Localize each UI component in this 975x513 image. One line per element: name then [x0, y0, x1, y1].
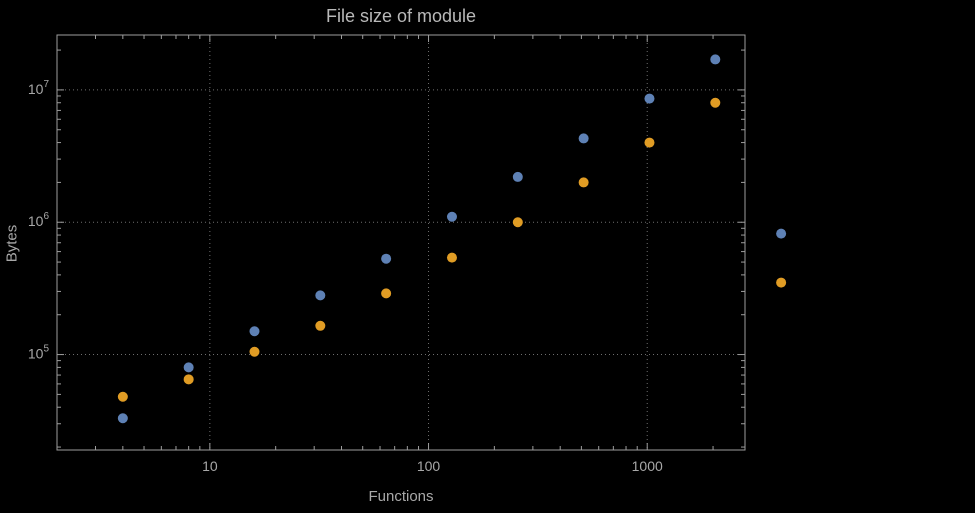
- data-point: [183, 362, 194, 373]
- chart-title: File size of module: [325, 6, 477, 26]
- data-point: [512, 217, 523, 228]
- data-point: [578, 177, 589, 188]
- data-point: [776, 277, 787, 288]
- data-point: [381, 288, 392, 299]
- y-axis-label: Bytes: [3, 224, 21, 263]
- data-point: [249, 346, 260, 357]
- y-tick-label: 107: [28, 79, 50, 97]
- data-point: [776, 228, 787, 239]
- data-point: [315, 320, 326, 331]
- x-axis-label: Functions: [368, 488, 434, 505]
- data-point: [710, 97, 721, 108]
- data-point: [644, 93, 655, 104]
- data-point: [446, 211, 457, 222]
- x-tick-label: 100: [417, 458, 441, 474]
- x-tick-label: 1000: [632, 458, 663, 474]
- plot-frame: [56, 34, 746, 451]
- data-point: [381, 253, 392, 264]
- data-point: [117, 413, 128, 424]
- data-point: [644, 137, 655, 148]
- x-tick-label: 10: [202, 458, 218, 474]
- data-point: [315, 290, 326, 301]
- data-point: [249, 326, 260, 337]
- data-point: [446, 252, 457, 263]
- data-point: [117, 391, 128, 402]
- data-point: [578, 133, 589, 144]
- y-tick-label: 105: [28, 344, 50, 362]
- data-point: [183, 374, 194, 385]
- y-tick-label: 106: [28, 211, 50, 229]
- data-point: [512, 171, 523, 182]
- data-point: [710, 54, 721, 65]
